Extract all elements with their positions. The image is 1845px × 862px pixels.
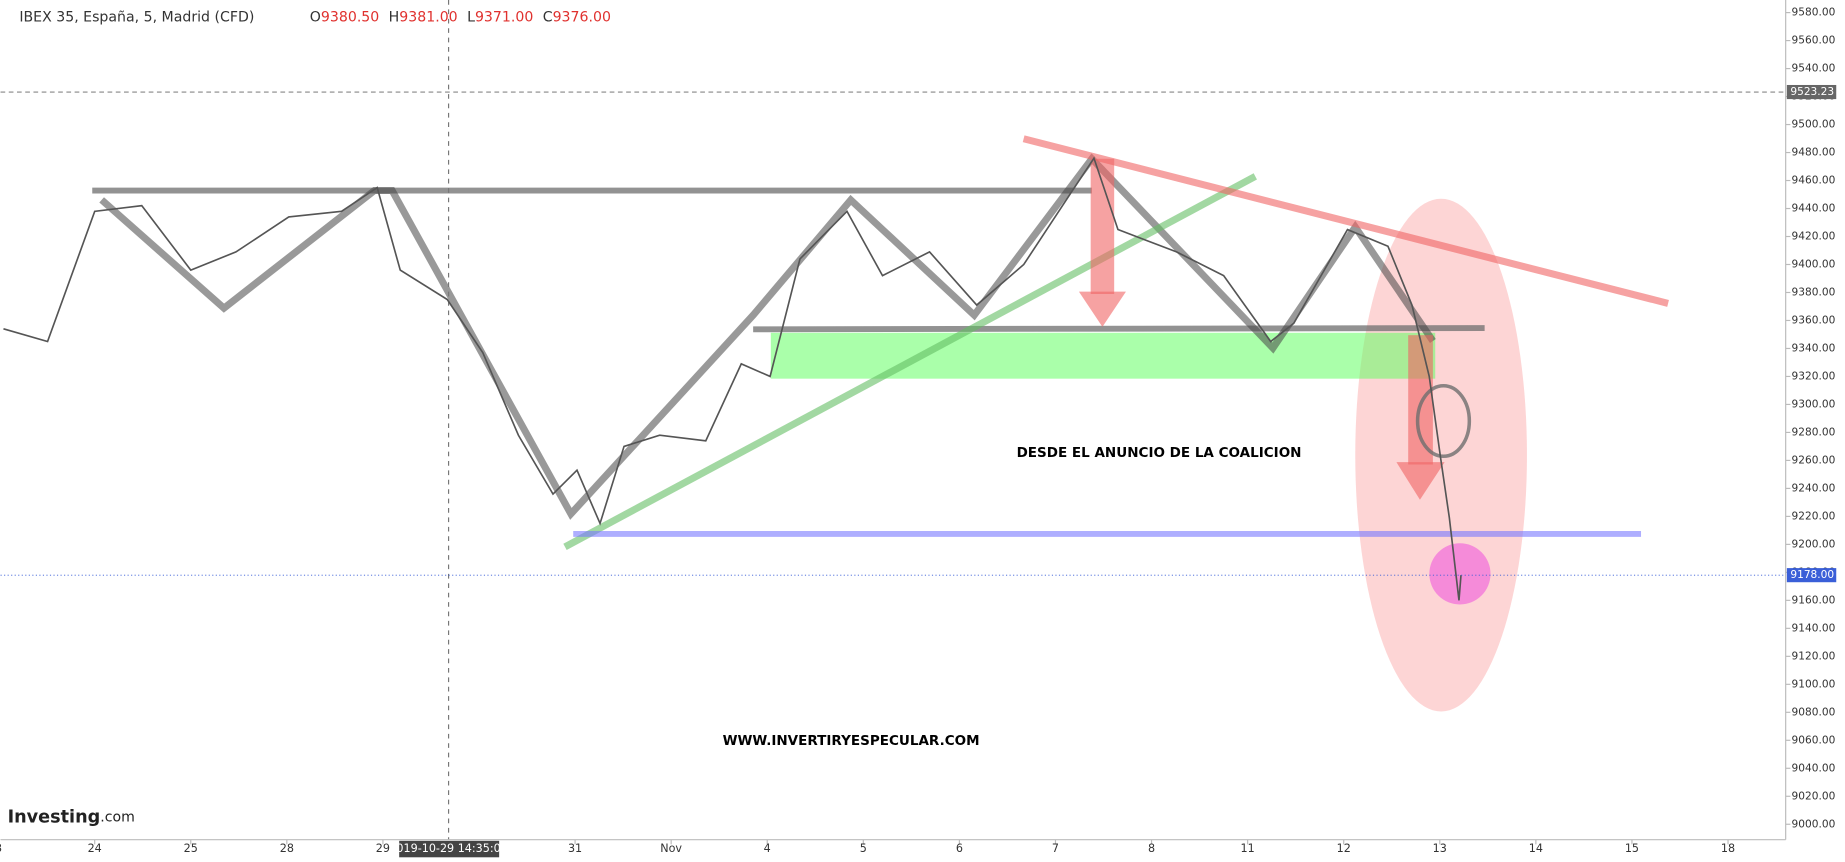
x-tick-label: 12 (1337, 842, 1351, 855)
x-tick-label: 15 (1625, 842, 1639, 855)
y-tick-label: 9060.00 (1792, 734, 1836, 746)
price-label: 9523.23 (1790, 86, 1834, 98)
y-tick-label: 9160.00 (1792, 594, 1836, 606)
x-tick-label: 14 (1529, 842, 1543, 855)
neckline (753, 325, 1485, 333)
y-tick-label: 9240.00 (1792, 482, 1836, 494)
downtrend-line (1022, 135, 1669, 307)
y-tick-label: 9420.00 (1792, 231, 1836, 243)
y-tick-label: 9460.00 (1792, 175, 1836, 187)
y-tick-label: 9480.00 (1792, 147, 1836, 159)
y-tick-label: 9360.00 (1792, 314, 1836, 326)
x-tick-label: 4 (764, 842, 771, 855)
arrow-head (1078, 291, 1126, 327)
x-tick-label: Nov (660, 842, 682, 855)
crosshair-label-bg (399, 840, 500, 858)
drawings (92, 135, 1669, 712)
x-tick-label: 28 (280, 842, 294, 855)
x-tick-label: 13 (1433, 842, 1447, 855)
ohlc-label: H (389, 10, 400, 26)
y-tick-label: 9400.00 (1792, 258, 1836, 270)
y-tick-label: 9440.00 (1792, 203, 1836, 215)
y-tick-label: 9380.00 (1792, 286, 1836, 298)
arrow-shaft (1090, 158, 1115, 294)
price-label: 9178.00 (1790, 569, 1834, 581)
arrow-shaft (1408, 335, 1433, 465)
annotation: WWW.INVERTIRYESPECULAR.COM (723, 733, 980, 749)
y-tick-label: 9260.00 (1792, 454, 1836, 466)
price-label-bg (1786, 568, 1837, 583)
crosshair-label: 2019-10-29 14:35:00 (389, 842, 507, 855)
ohlc-value: 9376.00 (553, 10, 611, 26)
x-tick-label: 6 (956, 842, 963, 855)
x-tick-label: 3 (0, 842, 2, 855)
y-tick-label: 9340.00 (1792, 342, 1836, 354)
y-tick-label: 9200.00 (1792, 538, 1836, 550)
y-tick-label: 9140.00 (1792, 622, 1836, 634)
circle-mark (1429, 543, 1491, 605)
x-tick-label: 31 (568, 842, 582, 855)
price-label-bg (1786, 84, 1837, 100)
y-tick-label: 9320.00 (1792, 370, 1836, 382)
circle-mark (1415, 383, 1472, 459)
y-tick-label: 9500.00 (1792, 119, 1836, 131)
logo-suffix: .com (100, 809, 135, 825)
y-tick-label: 9560.00 (1792, 35, 1836, 47)
arrow-head (1396, 462, 1445, 500)
ohlc-value: 9371.00 (475, 10, 533, 26)
y-tick-label: 9220.00 (1792, 510, 1836, 522)
y-tick-label: 9100.00 (1792, 678, 1836, 690)
x-tick-label: 18 (1721, 842, 1735, 855)
x-tick-label: 5 (860, 842, 867, 855)
y-tick-label: 9020.00 (1792, 790, 1836, 802)
x-tick-label: 25 (184, 842, 198, 855)
x-tick-label: 11 (1241, 842, 1255, 855)
logo-brand: Investing (8, 807, 101, 827)
ohlc-value: 9381.00 (399, 10, 457, 26)
chart-title: IBEX 35, España, 5, Madrid (CFD) (19, 10, 254, 26)
plot (3, 156, 1462, 601)
y-tick-label: 9540.00 (1792, 63, 1836, 75)
ohlc-label: L (467, 10, 475, 26)
y-tick-label: 9040.00 (1792, 762, 1836, 774)
x-tick-label: 29 (376, 842, 390, 855)
y-tick-label: 9580.00 (1792, 7, 1836, 19)
y-tick-label: 9120.00 (1792, 650, 1836, 662)
ohlc-label: C (543, 10, 553, 26)
x-tick-label: 24 (88, 842, 102, 855)
support-zone (770, 332, 1436, 379)
logo: Investing.com (8, 807, 135, 827)
y-tick-label: 9000.00 (1792, 818, 1836, 830)
x-tick-label: 8 (1148, 842, 1155, 855)
y-tick-label: 9280.00 (1792, 426, 1836, 438)
x-tick-label: 7 (1052, 842, 1059, 855)
price-line-series (3, 156, 1462, 601)
ohlc: O9380.50 H9381.00 L9371.00 C9376.00 (310, 10, 611, 26)
ohlc-value: 9380.50 (321, 10, 379, 26)
ohlc-label: O (310, 10, 321, 26)
annotation: DESDE EL ANUNCIO DE LA COALICION (1017, 445, 1302, 461)
y-tick-label: 9300.00 (1792, 398, 1836, 410)
y-tick-label: 9080.00 (1792, 706, 1836, 718)
